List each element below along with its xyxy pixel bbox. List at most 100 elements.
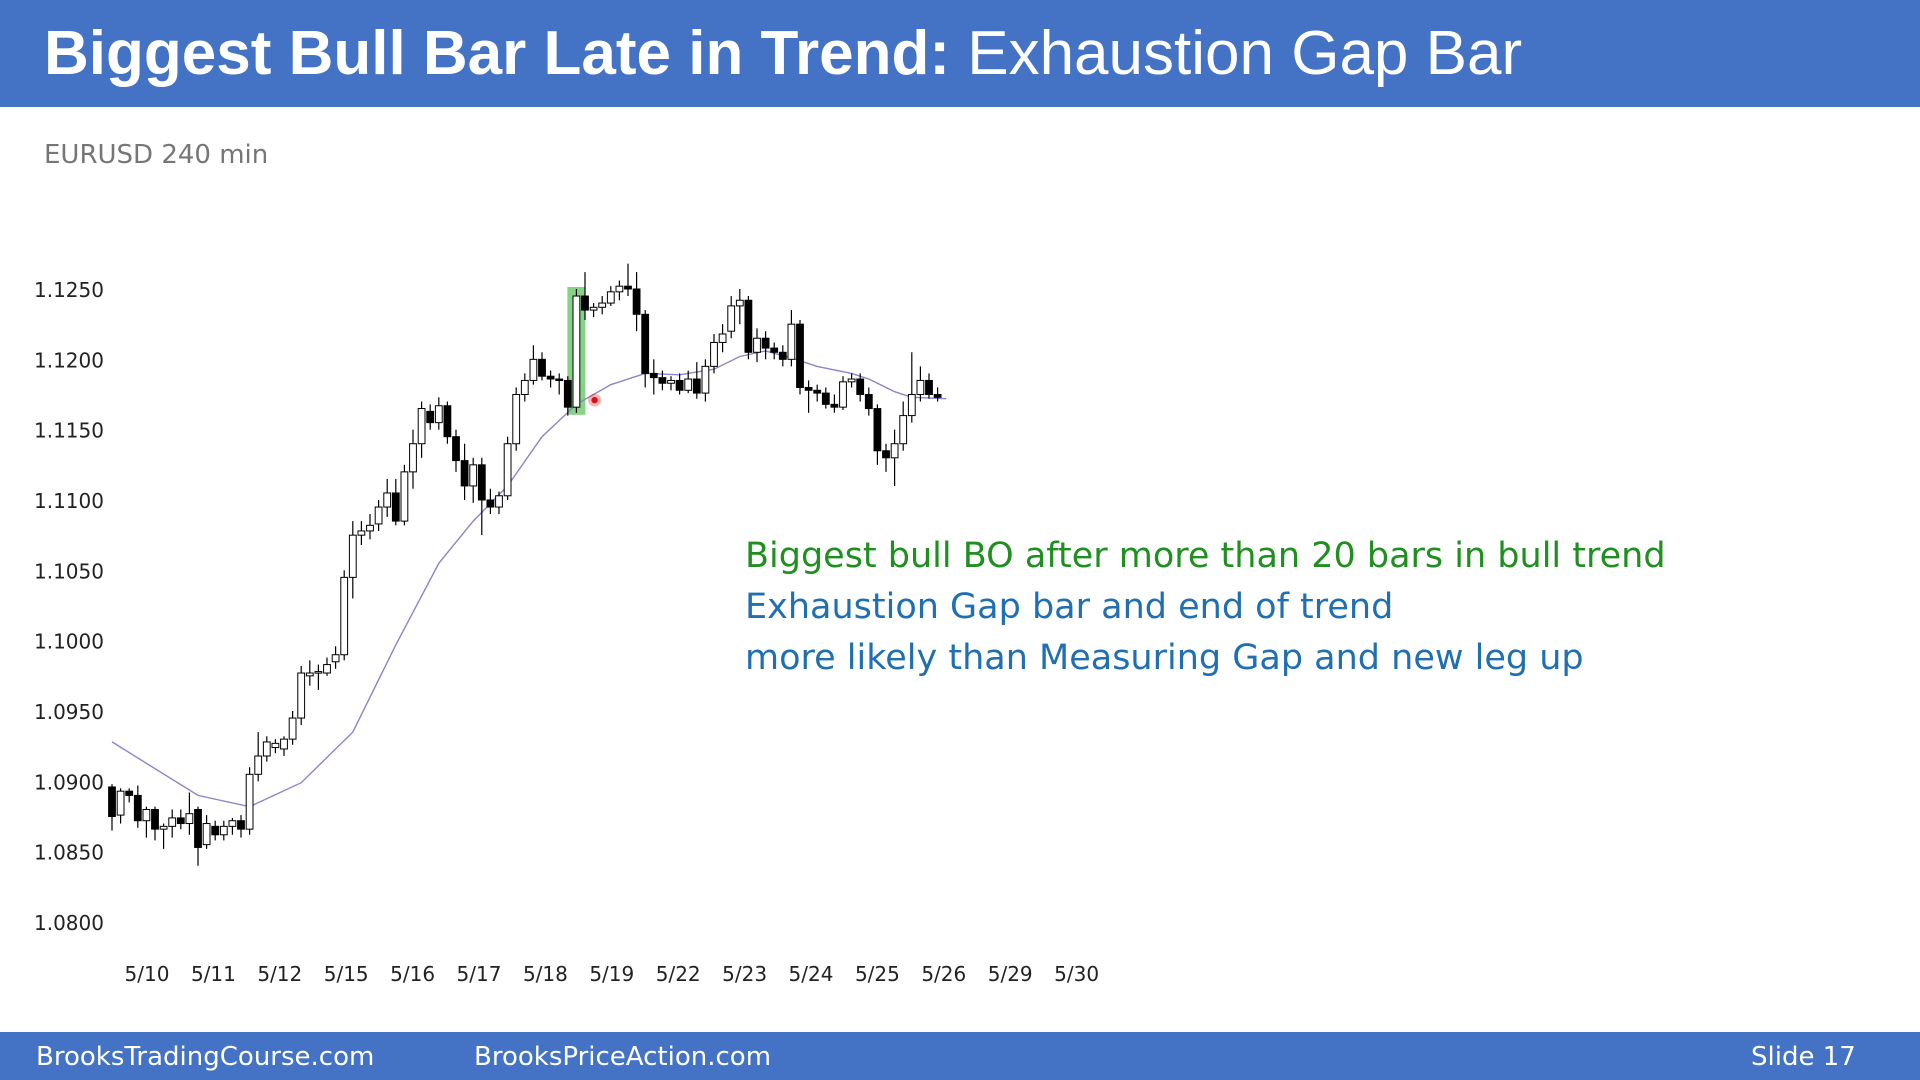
chart-instrument-label: EURUSD 240 min — [44, 140, 269, 170]
bull-candle-body — [727, 305, 736, 332]
bear-candle-body — [133, 794, 142, 822]
bull-candle-body — [572, 295, 581, 408]
bull-candle-body — [598, 302, 607, 308]
bear-candle-body — [125, 790, 134, 796]
bull-candle-body — [254, 755, 263, 775]
x-tick-label: 5/22 — [656, 962, 701, 986]
bear-candle-body — [864, 394, 873, 410]
bear-candle-body — [632, 288, 641, 315]
bull-candle-body — [417, 408, 426, 445]
bear-candle-body — [649, 372, 658, 379]
y-tick-label: 1.1250 — [34, 278, 104, 302]
bear-candle-body — [778, 351, 787, 360]
bull-candle-body — [348, 534, 357, 578]
x-tick-label: 5/18 — [523, 962, 568, 986]
bear-candle-body — [443, 405, 452, 438]
bear-candle-body — [460, 460, 469, 487]
bear-candle-body — [426, 410, 435, 424]
y-tick-label: 1.1000 — [34, 630, 104, 654]
y-tick-label: 1.0850 — [34, 841, 104, 865]
x-tick-label: 5/30 — [1054, 962, 1099, 986]
bear-candle-body — [830, 403, 839, 408]
bull-candle-body — [228, 820, 237, 827]
x-tick-label: 5/10 — [125, 962, 170, 986]
bull-candle-body — [202, 823, 211, 846]
x-tick-label: 5/11 — [191, 962, 236, 986]
bear-candle-body — [813, 389, 822, 394]
bull-candle-body — [331, 654, 340, 663]
bull-candle-body — [718, 333, 727, 343]
bear-candle-body — [641, 313, 650, 374]
bull-candle-body — [271, 742, 280, 749]
bull-candle-body — [735, 299, 744, 307]
bull-candle-body — [512, 394, 521, 445]
bull-candle-body — [383, 492, 392, 508]
bull-candle-body — [288, 717, 297, 740]
bull-candle-body — [701, 365, 710, 394]
annotation-line-2: Exhaustion Gap bar and end of trend — [745, 587, 1394, 627]
bull-candle-body — [615, 285, 624, 293]
bear-candle-body — [151, 808, 159, 830]
bear-candle-body — [237, 820, 245, 830]
bull-candle-body — [787, 323, 796, 360]
bear-candle-body — [391, 492, 400, 522]
x-tick-label: 5/19 — [589, 962, 634, 986]
bull-candle-body — [606, 291, 615, 304]
bull-candle-body — [847, 378, 856, 383]
bear-candle-body — [176, 817, 185, 825]
y-tick-label: 1.1100 — [34, 489, 104, 513]
bull-candle-body — [469, 464, 478, 487]
bull-candle-body — [916, 379, 925, 395]
x-tick-label: 5/29 — [988, 962, 1033, 986]
bull-candle-body — [434, 405, 443, 424]
bear-candle-body — [804, 386, 813, 391]
y-tick-label: 1.0800 — [34, 911, 104, 935]
slide-title-bold: Biggest Bull Bar Late in Trend: — [44, 19, 950, 88]
x-tick-label: 5/16 — [390, 962, 435, 986]
x-tick-label: 5/26 — [921, 962, 966, 986]
slide-number: Slide 17 — [1751, 1042, 1856, 1072]
y-tick-label: 1.1150 — [34, 419, 104, 443]
bear-candle-body — [538, 358, 546, 377]
annotation-line-1: Biggest bull BO after more than 20 bars … — [745, 536, 1666, 576]
footer-site-1: BrooksTradingCourse.com — [36, 1042, 375, 1072]
bear-candle-body — [546, 375, 555, 380]
footer-site-2: BrooksPriceAction.com — [474, 1042, 772, 1072]
y-tick-label: 1.0900 — [34, 770, 104, 794]
slide-title-rest: Exhaustion Gap Bar — [950, 19, 1523, 88]
bull-candle-body — [305, 672, 314, 677]
footer-bar: BrooksTradingCourse.com BrooksPriceActio… — [0, 1032, 1920, 1080]
x-tick-label: 5/24 — [789, 962, 834, 986]
bear-candle-body — [452, 436, 460, 462]
y-tick-label: 1.1200 — [34, 348, 104, 372]
bear-candle-body — [770, 347, 779, 353]
bear-candle-body — [692, 378, 701, 394]
bull-candle-body — [409, 443, 417, 473]
bull-candle-body — [495, 495, 503, 508]
bear-candle-body — [658, 377, 667, 384]
bull-candle-body — [520, 379, 529, 395]
bear-candle-body — [486, 499, 495, 508]
bull-candle-body — [753, 337, 761, 353]
x-tick-label: 5/17 — [457, 962, 502, 986]
x-tick-label: 5/15 — [324, 962, 369, 986]
bull-candle-body — [899, 415, 908, 445]
bull-candle-body — [245, 773, 254, 830]
bear-candle-body — [675, 379, 684, 391]
bull-candle-body — [710, 341, 718, 367]
y-tick-label: 1.0950 — [34, 700, 104, 724]
bear-candle-body — [194, 808, 202, 848]
bull-candle-body — [116, 790, 125, 816]
bear-candle-body — [624, 285, 632, 290]
bull-candle-body — [839, 381, 847, 408]
bull-candle-body — [589, 306, 598, 311]
bear-candle-body — [873, 408, 882, 452]
bear-candle-body — [744, 299, 753, 353]
bear-candle-body — [821, 392, 830, 405]
bear-candle-body — [563, 379, 572, 408]
bear-candle-body — [925, 379, 933, 395]
bull-candle-body — [667, 379, 675, 384]
x-tick-label: 5/25 — [855, 962, 900, 986]
bull-candle-body — [890, 443, 899, 459]
bull-candle-body — [357, 530, 366, 536]
